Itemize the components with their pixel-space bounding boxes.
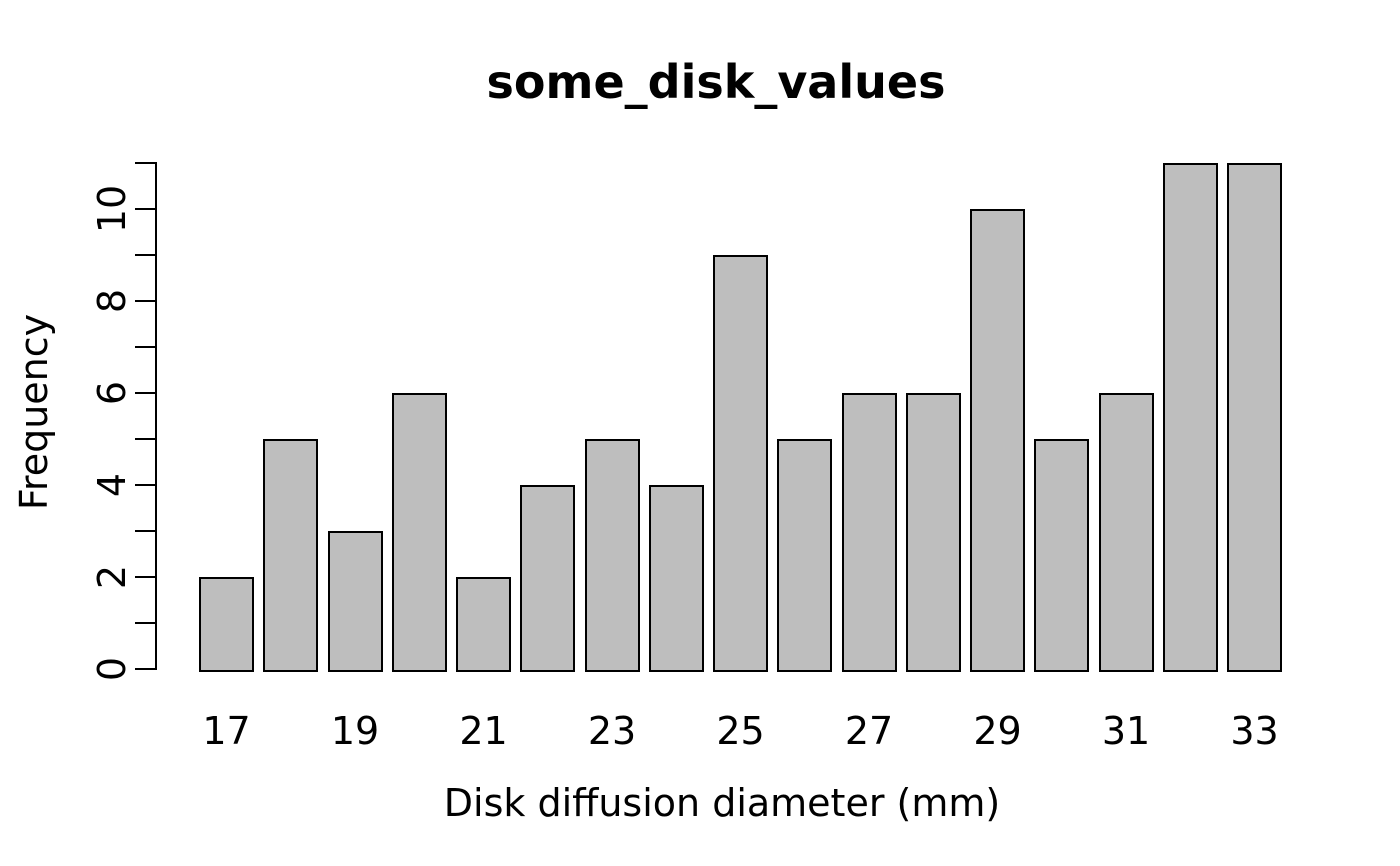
x-tick-label: 25 — [716, 709, 765, 753]
bar-19 — [327, 531, 383, 672]
y-axis-line — [155, 162, 157, 670]
bar-18 — [263, 439, 319, 672]
bar-28 — [905, 393, 961, 672]
y-axis-tick — [135, 254, 155, 256]
y-axis-tick — [135, 622, 155, 624]
bar-20 — [391, 393, 447, 672]
y-axis-tick — [135, 668, 155, 670]
y-axis-tick — [135, 300, 155, 302]
y-tick-label: 8 — [90, 288, 134, 314]
y-axis-tick — [135, 208, 155, 210]
bar-32 — [1162, 163, 1218, 672]
x-tick-label: 21 — [459, 709, 508, 753]
x-tick-label: 17 — [202, 709, 251, 753]
y-axis-tick — [135, 162, 155, 164]
x-axis-label: Disk diffusion diameter (mm) — [443, 781, 1001, 825]
y-tick-label: 2 — [90, 564, 134, 590]
x-tick-label: 23 — [587, 709, 637, 753]
bar-17 — [199, 577, 254, 672]
y-axis-tick — [135, 530, 155, 532]
y-tick-label: 4 — [90, 472, 134, 498]
y-axis-tick — [135, 346, 155, 348]
bar-30 — [1034, 439, 1090, 672]
bar-25 — [713, 255, 768, 672]
bar-29 — [970, 209, 1025, 672]
y-tick-label: 0 — [90, 656, 134, 682]
y-axis-tick — [135, 576, 155, 578]
chart-title: some_disk_values — [486, 55, 946, 109]
y-axis-label: Frequency — [12, 313, 56, 511]
bar-22 — [520, 485, 576, 672]
y-tick-label: 10 — [90, 184, 134, 234]
bar-24 — [648, 485, 704, 672]
bar-27 — [841, 393, 897, 672]
bar-26 — [777, 439, 833, 672]
x-tick-label: 33 — [1230, 709, 1279, 753]
bar-33 — [1227, 163, 1282, 672]
bar-23 — [584, 439, 640, 672]
x-tick-label: 19 — [330, 709, 380, 753]
bar-31 — [1098, 393, 1154, 672]
y-axis-tick — [135, 484, 155, 486]
x-tick-label: 27 — [844, 709, 894, 753]
x-tick-label: 31 — [1101, 709, 1151, 753]
y-axis-tick — [135, 392, 155, 394]
bar-21 — [456, 577, 511, 672]
y-axis-tick — [135, 438, 155, 440]
x-tick-label: 29 — [973, 709, 1022, 753]
y-tick-label: 6 — [90, 380, 134, 406]
